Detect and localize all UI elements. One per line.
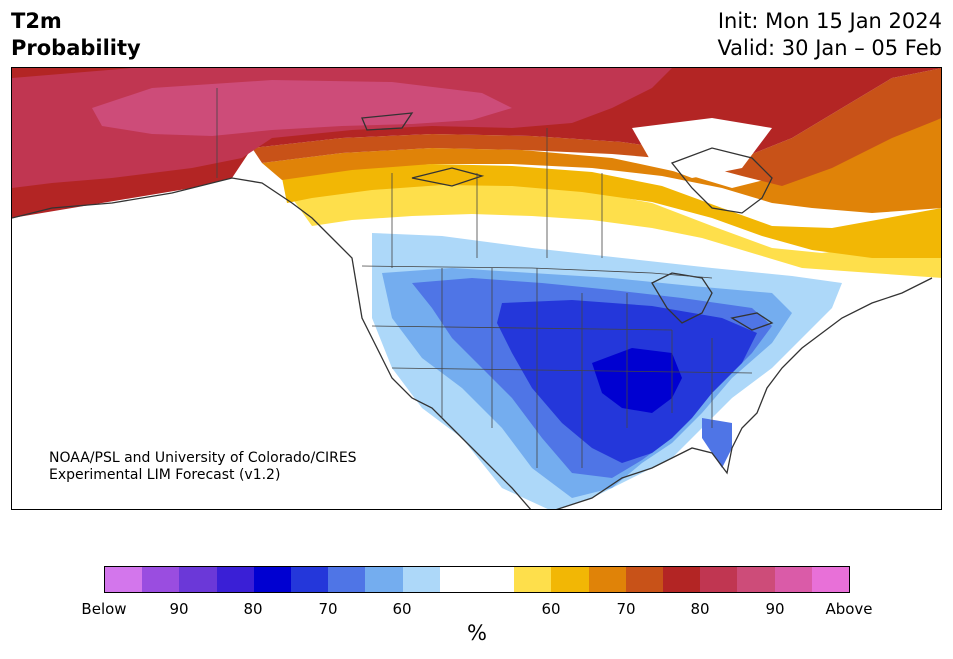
- colorbar-swatch-10: [477, 567, 515, 592]
- colorbar-tick-above-60: 60: [541, 600, 561, 618]
- colorbar-swatch-19: [811, 567, 850, 592]
- band-above-80: [252, 68, 941, 186]
- colorbar-tick-below: Below: [81, 600, 127, 618]
- band-above-60: [282, 164, 941, 258]
- coastlines: [12, 112, 933, 509]
- colorbar-swatch-17: [737, 567, 775, 592]
- colorbar-swatch-12: [551, 567, 589, 592]
- valid-dates: Valid: 30 Jan – 05 Feb: [717, 36, 942, 60]
- colorbar-tick-below-60: 60: [392, 600, 412, 618]
- colorbar-swatch-16: [700, 567, 738, 592]
- forecast-dates: Init: Mon 15 Jan 2024 Valid: 30 Jan – 05…: [717, 8, 942, 62]
- colorbar-tick-below-90: 90: [169, 600, 189, 618]
- colorbar-tick-below-70: 70: [318, 600, 338, 618]
- colorbar-tick-above: Above: [825, 600, 873, 618]
- init-date: Init: Mon 15 Jan 2024: [717, 9, 942, 33]
- colorbar-swatch-18: [774, 567, 812, 592]
- colorbar-swatch-8: [402, 567, 440, 592]
- colorbar-swatch-5: [291, 567, 329, 592]
- colorbar-tick-above-90: 90: [765, 600, 785, 618]
- colorbar: [104, 566, 850, 593]
- colorbar-swatch-6: [328, 567, 366, 592]
- colorbar-swatch-13: [588, 567, 626, 592]
- neutral-zone: [632, 118, 772, 178]
- band-below-90: [592, 348, 682, 413]
- band-above-50: [292, 180, 941, 278]
- colorbar-unit: %: [467, 621, 487, 645]
- credit-line-2: Experimental LIM Forecast (v1.2): [49, 467, 281, 483]
- colorbar-tick-below-80: 80: [243, 600, 263, 618]
- credit-text: NOAA/PSL and University of Colorado/CIRE…: [49, 450, 357, 484]
- colorbar-swatch-0: [105, 567, 143, 592]
- title-line-1: T2m: [11, 9, 62, 33]
- colorbar-swatch-4: [253, 567, 292, 592]
- band-above-70: [262, 118, 941, 213]
- colorbar-swatch-2: [179, 567, 217, 592]
- colorbar-tick-above-70: 70: [616, 600, 636, 618]
- colorbar-swatch-15: [663, 567, 701, 592]
- colorbar-swatch-3: [216, 567, 254, 592]
- colorbar-swatch-14: [625, 567, 664, 592]
- band-above-max: [92, 80, 512, 136]
- map-title: T2m Probability: [11, 8, 141, 62]
- colorbar-swatch-7: [365, 567, 403, 592]
- colorbar-swatch-1: [142, 567, 180, 592]
- map-canvas: [12, 68, 941, 509]
- colorbar-swatch-11: [514, 567, 552, 592]
- probability-map: [11, 67, 942, 510]
- colorbar-swatch-9: [439, 567, 478, 592]
- title-line-2: Probability: [11, 36, 141, 60]
- political-borders: [216, 88, 753, 468]
- colorbar-tick-above-80: 80: [690, 600, 710, 618]
- band-below-florida: [702, 418, 732, 468]
- credit-line-1: NOAA/PSL and University of Colorado/CIRE…: [49, 450, 357, 466]
